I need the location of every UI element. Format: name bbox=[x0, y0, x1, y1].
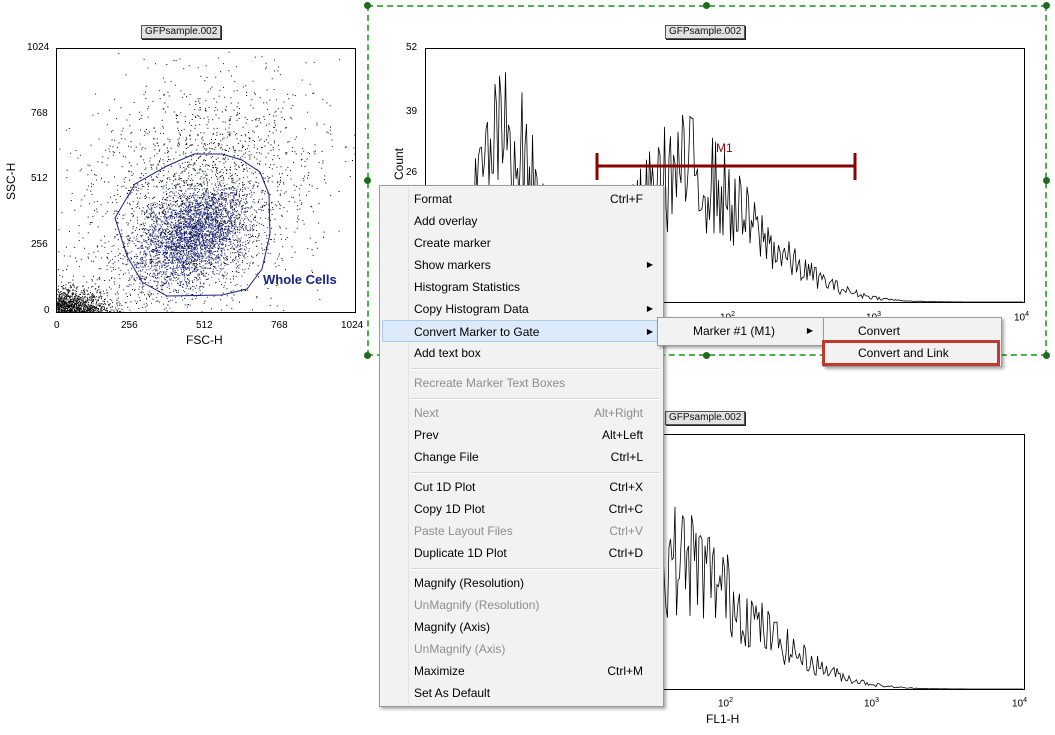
whole-cells-label: Whole Cells bbox=[263, 272, 337, 287]
resize-handle[interactable] bbox=[364, 177, 371, 184]
scatter-x-tick: 768 bbox=[271, 320, 288, 331]
resize-handle[interactable] bbox=[364, 352, 371, 359]
hist-bottom-x-tick: 104 bbox=[1012, 697, 1028, 710]
hist-bottom-x-tick: 102 bbox=[718, 697, 734, 710]
hist-top-y-tick: 52 bbox=[406, 42, 418, 53]
hist-bottom-x-label: FL1-H bbox=[706, 712, 740, 726]
menu-item-duplicate-1d-plot[interactable]: Duplicate 1D Plot Ctrl+D bbox=[414, 546, 643, 560]
scatter-y-label: SSC-H bbox=[4, 162, 18, 200]
menu-separator bbox=[410, 472, 659, 474]
menu-item-paste-layout-files[interactable]: Paste Layout Files Ctrl+V bbox=[414, 524, 643, 538]
menu-item-convert-and-link[interactable]: Convert and Link bbox=[858, 346, 949, 360]
highlight-callout-box bbox=[822, 340, 1000, 366]
scatter-y-tick: 0 bbox=[44, 305, 50, 316]
histogram-top-title: GFPsample.002 bbox=[665, 25, 746, 39]
menu-separator bbox=[410, 398, 659, 400]
resize-handle[interactable] bbox=[703, 2, 710, 9]
submenu-arrow-icon: ▶ bbox=[806, 326, 813, 335]
menu-item-maximize[interactable]: Maximize Ctrl+M bbox=[414, 664, 643, 678]
menu-item-marker-1[interactable]: Marker #1 (M1) ▶ bbox=[660, 320, 821, 342]
menu-item-add-overlay[interactable]: Add overlay bbox=[414, 214, 478, 228]
menu-item-magnify-resolution[interactable]: Magnify (Resolution) bbox=[414, 576, 525, 590]
menu-item-format[interactable]: Format Ctrl+F bbox=[414, 192, 643, 206]
menu-separator bbox=[410, 368, 659, 370]
resize-handle[interactable] bbox=[364, 2, 371, 9]
hist-bottom-x-tick: 103 bbox=[864, 697, 880, 710]
whole-cells-gate[interactable] bbox=[57, 49, 355, 312]
scatter-x-tick: 256 bbox=[121, 320, 138, 331]
menu-item-copy-histogram-data[interactable]: Copy Histogram Data ▶ bbox=[382, 298, 661, 320]
m1-marker[interactable] bbox=[590, 150, 865, 184]
resize-handle[interactable] bbox=[703, 352, 710, 359]
scatter-x-tick: 0 bbox=[54, 320, 60, 331]
histogram-bottom-title: GFPsample.002 bbox=[665, 411, 746, 425]
marker-submenu: Marker #1 (M1) ▶ bbox=[657, 317, 824, 346]
menu-item-show-markers[interactable]: Show markers ▶ bbox=[382, 254, 661, 276]
menu-item-add-text-box[interactable]: Add text box bbox=[414, 346, 481, 360]
menu-item-copy-1d-plot[interactable]: Copy 1D Plot Ctrl+C bbox=[414, 502, 643, 516]
hist-top-y-tick: 39 bbox=[406, 106, 418, 117]
menu-item-magnify-axis[interactable]: Magnify (Axis) bbox=[414, 620, 491, 634]
menu-item-cut-1d-plot[interactable]: Cut 1D Plot Ctrl+X bbox=[414, 480, 643, 494]
scatter-y-tick: 512 bbox=[31, 173, 48, 184]
menu-item-recreate-marker-text-boxes[interactable]: Recreate Marker Text Boxes bbox=[414, 376, 566, 390]
histogram-top-trace bbox=[426, 72, 1023, 302]
scatter-x-tick: 512 bbox=[196, 320, 213, 331]
menu-separator bbox=[410, 568, 659, 570]
m1-marker-label: M1 bbox=[716, 141, 733, 155]
hist-top-y-tick: 26 bbox=[406, 167, 418, 178]
resize-handle[interactable] bbox=[1043, 2, 1050, 9]
menu-item-next[interactable]: Next Alt+Right bbox=[414, 406, 643, 420]
hist-top-x-tick: 104 bbox=[1014, 311, 1030, 324]
scatter-y-tick: 1024 bbox=[27, 42, 50, 53]
menu-item-convert[interactable]: Convert bbox=[858, 324, 901, 338]
submenu-arrow-icon: ▶ bbox=[646, 260, 653, 269]
menu-item-unmagnify-resolution[interactable]: UnMagnify (Resolution) bbox=[414, 598, 540, 612]
resize-handle[interactable] bbox=[1043, 177, 1050, 184]
scatter-x-label: FSC-H bbox=[186, 333, 223, 347]
menu-item-prev[interactable]: Prev Alt+Left bbox=[414, 428, 643, 442]
menu-item-unmagnify-axis[interactable]: UnMagnify (Axis) bbox=[414, 642, 506, 656]
scatter-x-tick: 1024 bbox=[341, 320, 364, 331]
menu-icon-gutter bbox=[380, 186, 409, 706]
menu-item-create-marker[interactable]: Create marker bbox=[414, 236, 491, 250]
context-menu: Format Ctrl+F Add overlay Create marker S… bbox=[379, 185, 664, 707]
scatter-y-tick: 768 bbox=[31, 108, 48, 119]
menu-item-histogram-statistics[interactable]: Histogram Statistics bbox=[414, 280, 521, 294]
resize-handle[interactable] bbox=[1043, 352, 1050, 359]
scatter-plot-title: GFPsample.002 bbox=[141, 25, 222, 39]
menu-item-convert-marker-to-gate[interactable]: Convert Marker to Gate ▶ bbox=[382, 320, 661, 342]
scatter-plot[interactable]: Whole Cells bbox=[56, 48, 356, 313]
scatter-y-tick: 256 bbox=[31, 239, 48, 250]
menu-item-set-as-default[interactable]: Set As Default bbox=[414, 686, 491, 700]
submenu-arrow-icon: ▶ bbox=[646, 304, 653, 313]
submenu-arrow-icon: ▶ bbox=[646, 327, 653, 336]
hist-top-y-label: Count bbox=[392, 147, 406, 180]
menu-item-change-file[interactable]: Change File Ctrl+L bbox=[414, 450, 643, 464]
